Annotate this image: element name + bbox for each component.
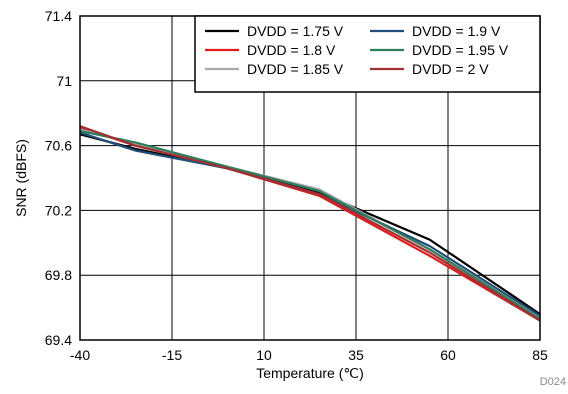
series-line-dvdd-1-95-v <box>79 129 541 320</box>
series-line-dvdd-1-75-v <box>79 133 541 316</box>
legend-label: DVDD = 1.9 V <box>412 23 501 39</box>
figure-id: D024 <box>540 376 566 388</box>
x-tick-label: 35 <box>348 347 364 363</box>
series-line-dvdd-1-9-v <box>79 131 541 317</box>
series-line-dvdd-1-8-v <box>79 126 541 322</box>
y-axis-label: SNR (dBFS) <box>13 139 29 217</box>
x-tick-labels: -40 -15 10 35 60 85 <box>70 347 548 363</box>
y-tick-label: 70.2 <box>45 202 72 218</box>
legend-label: DVDD = 1.85 V <box>247 61 344 77</box>
legend-box <box>194 15 541 93</box>
series-line-dvdd-1-85-v <box>79 128 541 319</box>
y-tick-labels: 69.4 69.8 70.2 70.6 71 71.4 <box>45 8 72 348</box>
legend-label: DVDD = 1.8 V <box>247 42 336 58</box>
y-tick-label: 71 <box>56 73 72 89</box>
legend-label: DVDD = 2 V <box>412 61 489 77</box>
x-tick-label: 85 <box>532 347 548 363</box>
y-tick-label: 69.4 <box>45 332 72 348</box>
series-lines <box>79 125 541 322</box>
x-axis-label: Temperature (℃) <box>256 365 364 381</box>
x-tick-label: 10 <box>256 347 272 363</box>
legend-label: DVDD = 1.75 V <box>247 23 344 39</box>
y-tick-label: 69.8 <box>45 267 72 283</box>
x-tick-label: 60 <box>440 347 456 363</box>
legend: DVDD = 1.75 V DVDD = 1.8 V DVDD = 1.85 V DV… <box>194 15 541 93</box>
x-tick-label: -40 <box>70 347 90 363</box>
legend-label: DVDD = 1.95 V <box>412 42 509 58</box>
y-tick-label: 70.6 <box>45 138 72 154</box>
x-tick-label: -15 <box>162 347 182 363</box>
series-line-dvdd-2-v <box>79 125 541 322</box>
y-tick-label: 71.4 <box>45 8 72 24</box>
